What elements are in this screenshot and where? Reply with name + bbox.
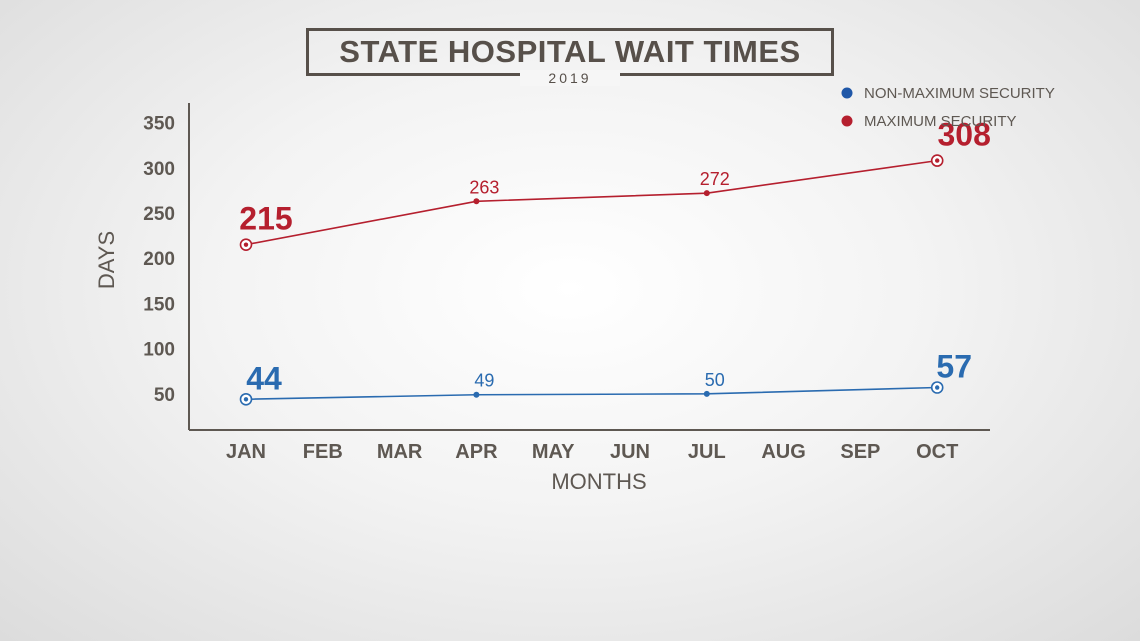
y-tick-label: 350 — [143, 114, 175, 135]
series-line — [245, 386, 938, 401]
data-label: 57 — [936, 349, 972, 385]
data-label: 263 — [469, 177, 499, 197]
x-axis-label: MONTHS — [551, 469, 646, 494]
x-tick-label: OCT — [916, 441, 958, 463]
x-tick-label: JUL — [688, 441, 726, 463]
y-tick-label: 50 — [154, 385, 175, 406]
x-tick-label: JAN — [226, 441, 266, 463]
x-tick-label: JUN — [610, 441, 650, 463]
data-label: 215 — [239, 201, 292, 237]
x-tick-label: MAY — [532, 441, 575, 463]
data-label: 308 — [938, 117, 991, 153]
y-axis-label: DAYS — [94, 231, 119, 289]
legend-swatch — [841, 115, 853, 127]
data-label: 272 — [700, 169, 730, 189]
y-tick-label: 200 — [143, 249, 175, 270]
y-tick-label: 250 — [143, 204, 175, 225]
data-point — [703, 190, 710, 197]
legend-label: MAXIMUM SECURITY — [864, 113, 1017, 130]
data-label: 50 — [705, 370, 725, 390]
data-point — [935, 158, 940, 163]
data-label: 49 — [474, 371, 494, 391]
x-tick-label: SEP — [840, 441, 880, 463]
data-point — [703, 390, 710, 397]
data-point — [243, 397, 249, 402]
data-point — [473, 391, 480, 398]
x-tick-label: AUG — [761, 441, 805, 463]
series-line — [245, 159, 938, 246]
y-tick-label: 150 — [143, 294, 175, 315]
legend-label: NON-MAXIMUM SECURITY — [864, 85, 1055, 102]
y-tick-label: 300 — [143, 159, 175, 180]
legend-swatch — [841, 87, 853, 99]
y-tick-label: 100 — [143, 340, 175, 361]
x-tick-label: MAR — [377, 441, 423, 463]
data-point — [243, 242, 249, 247]
x-tick-label: APR — [455, 441, 498, 463]
x-tick-label: FEB — [303, 441, 343, 463]
chart-subtitle: 2019 — [520, 70, 620, 86]
data-point — [935, 385, 940, 390]
data-label: 44 — [246, 360, 282, 396]
data-point — [473, 198, 480, 205]
